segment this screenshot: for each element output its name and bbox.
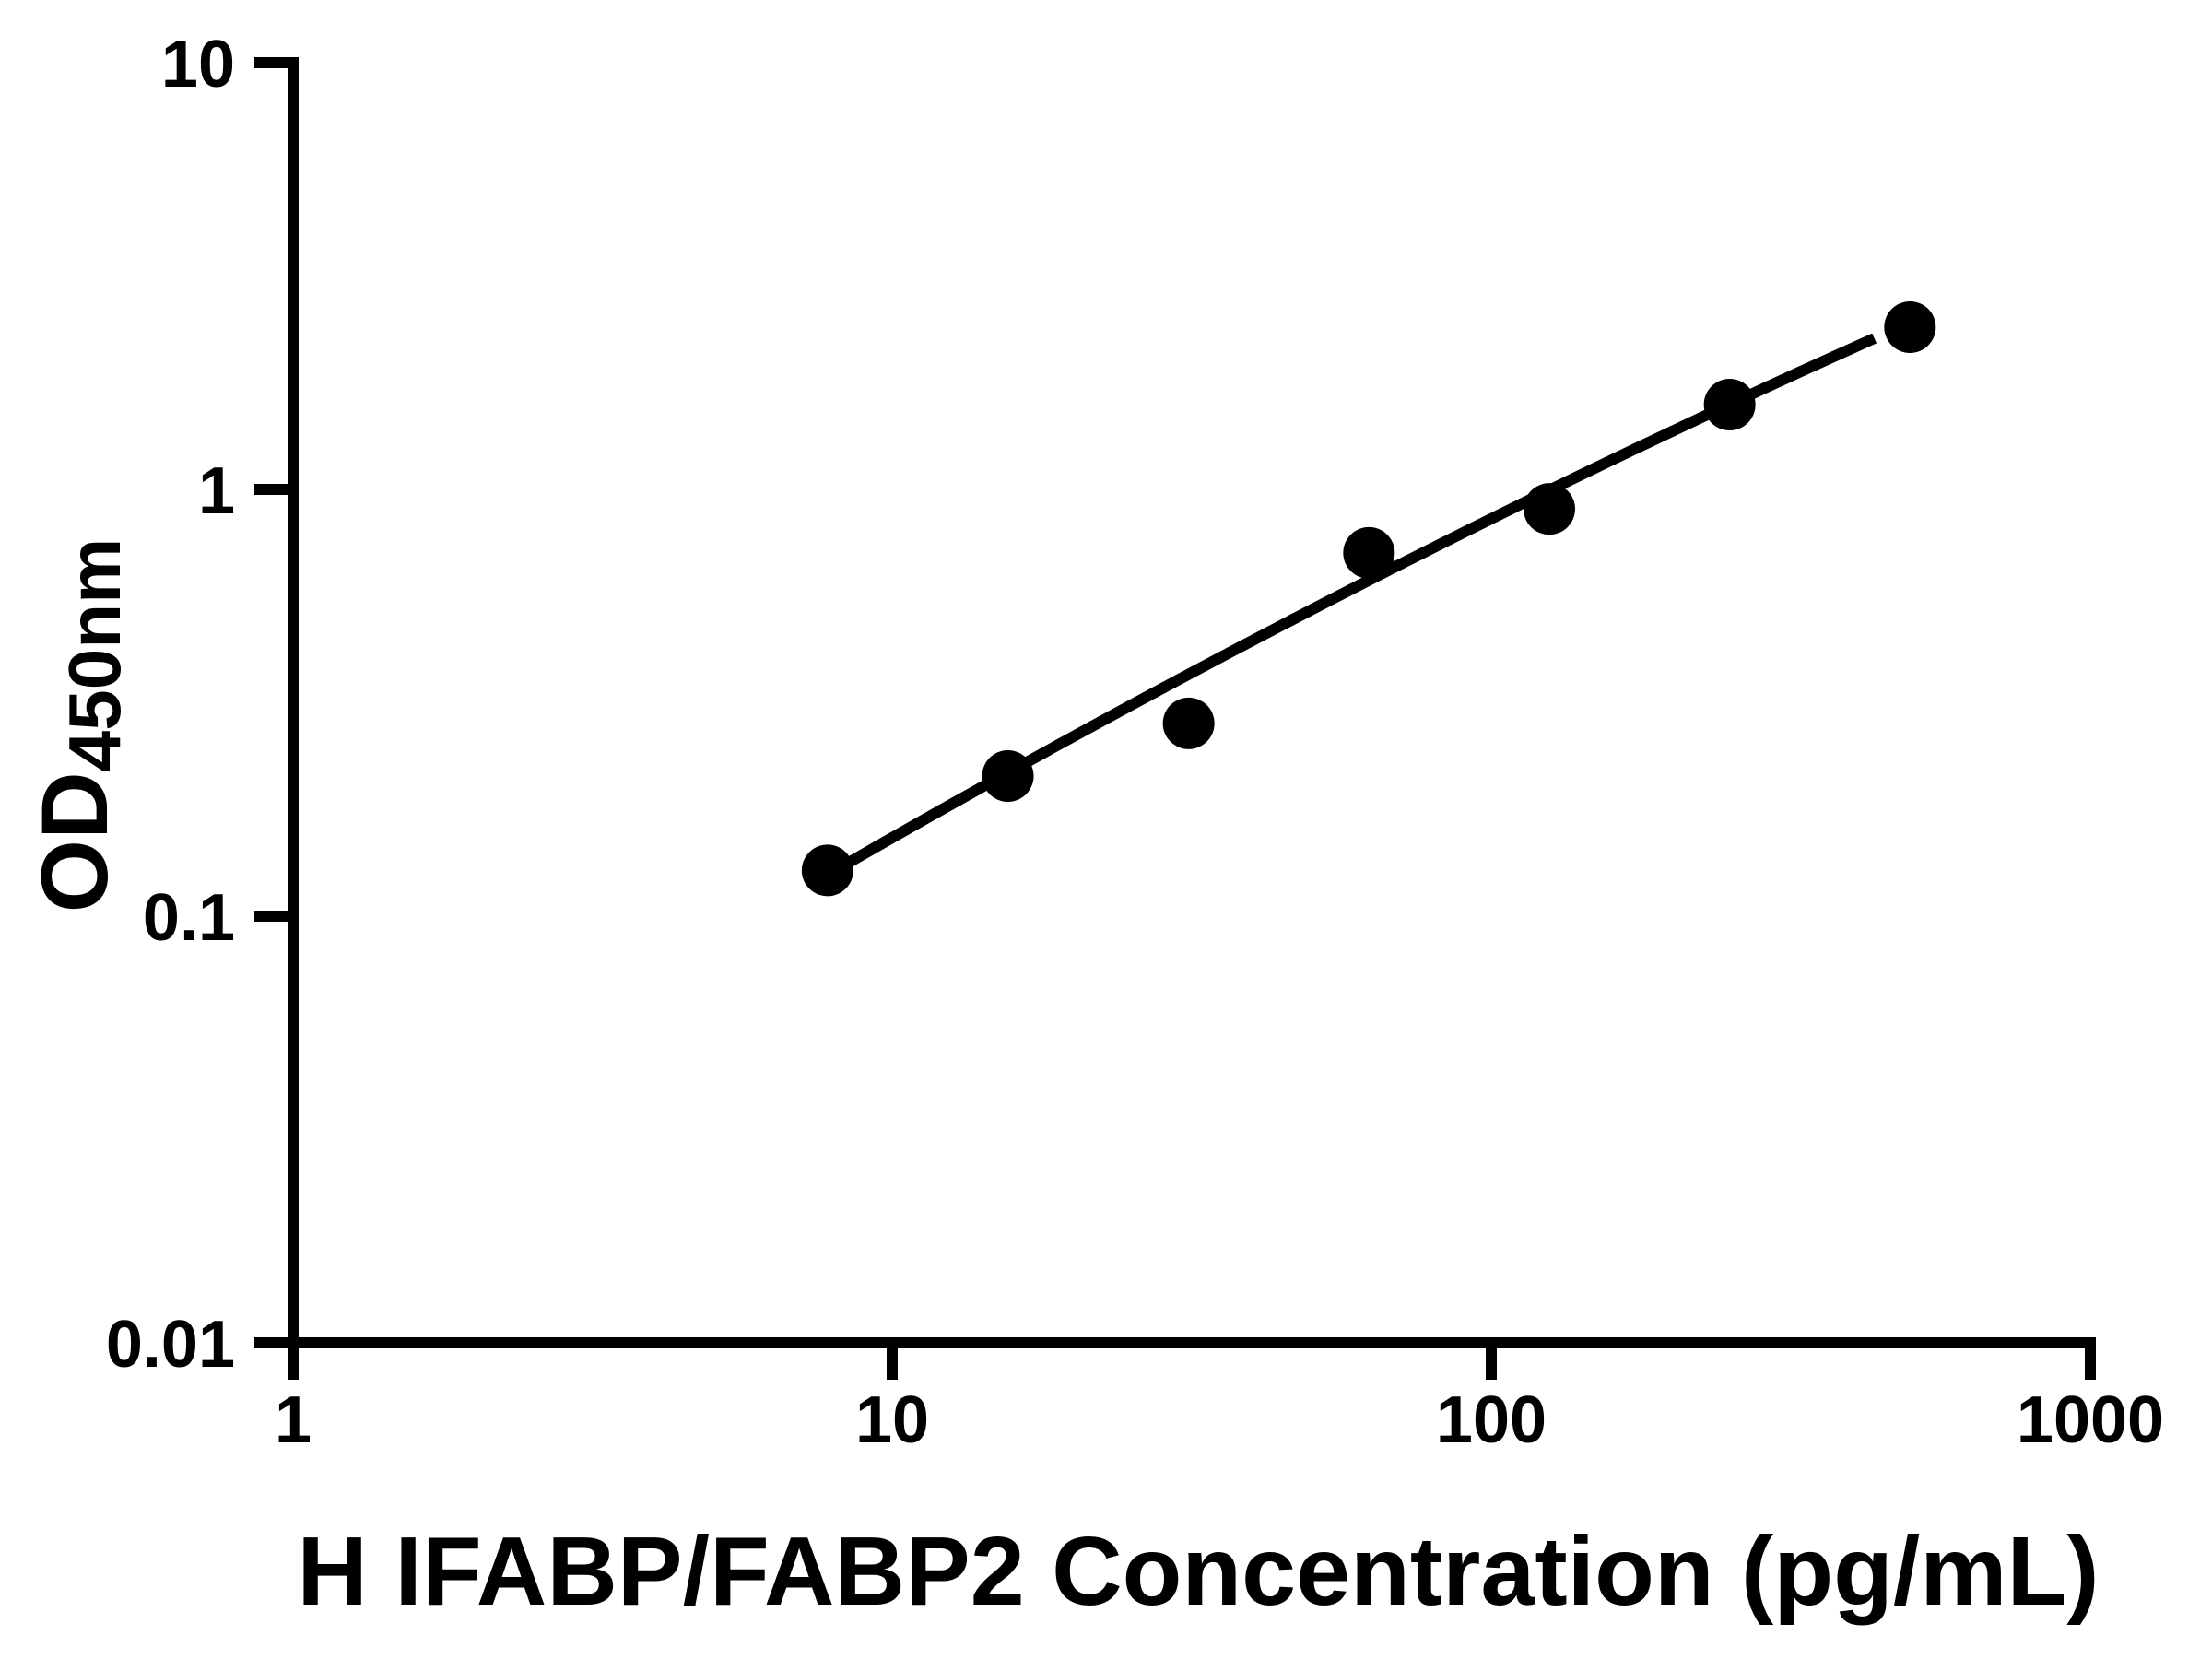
data-point [982, 749, 1034, 802]
y-tick-label: 1 [198, 454, 235, 528]
data-point [1162, 697, 1215, 749]
y-tick-label: 10 [161, 28, 235, 101]
y-tick-label: 0.1 [143, 881, 235, 955]
y-tick-label: 0.01 [106, 1308, 235, 1382]
x-tick-label: 1000 [2017, 1383, 2164, 1457]
y-axis-title: OD450nm [21, 538, 137, 912]
y-axis-title-main: OD [21, 771, 127, 913]
y-axis-title-subscript: 450nm [53, 537, 136, 772]
data-point [1703, 379, 1756, 431]
data-point [1343, 526, 1395, 579]
x-tick-label: 1 [275, 1383, 312, 1457]
x-tick-label: 10 [855, 1383, 929, 1457]
data-point [1884, 300, 1936, 353]
data-point [801, 844, 853, 897]
x-axis-title: H IFABP/FABP2 Concentration (pg/mL) [297, 1517, 2100, 1626]
data-point [1523, 483, 1575, 535]
x-tick-label: 100 [1436, 1383, 1547, 1457]
